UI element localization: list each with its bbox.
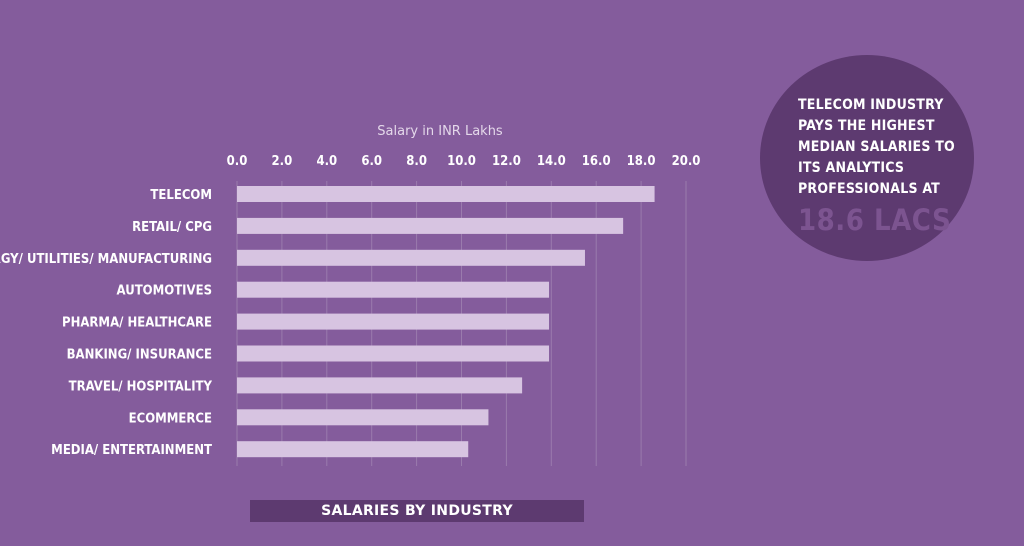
bar bbox=[237, 409, 489, 426]
chart-caption: SALARIES BY INDUSTRY bbox=[250, 500, 584, 522]
x-tick-label: 0.0 bbox=[227, 154, 248, 169]
x-tick-label: 12.0 bbox=[492, 154, 521, 169]
x-tick-label: 2.0 bbox=[272, 154, 293, 169]
callout-text: TELECOM INDUSTRY PAYS THE HIGHEST MEDIAN… bbox=[798, 97, 955, 197]
category-label: BANKING/ INSURANCE bbox=[67, 348, 212, 363]
category-label: TRAVEL/ HOSPITALITY bbox=[69, 379, 213, 394]
x-tick-label: 6.0 bbox=[361, 154, 382, 169]
category-label: MEDIA/ ENTERTAINMENT bbox=[51, 443, 212, 458]
category-label: PHARMA/ HEALTHCARE bbox=[62, 316, 212, 331]
highlight-callout: TELECOM INDUSTRY PAYS THE HIGHEST MEDIAN… bbox=[760, 55, 974, 261]
bar bbox=[237, 377, 523, 394]
x-tick-label: 14.0 bbox=[537, 154, 566, 169]
bar bbox=[237, 345, 550, 362]
x-tick-label: 8.0 bbox=[406, 154, 427, 169]
category-label: ENERGY/ UTILITIES/ MANUFACTURING bbox=[0, 252, 212, 267]
callout-value: 18.6 LACS bbox=[798, 203, 952, 237]
category-label: RETAIL/ CPG bbox=[132, 220, 212, 235]
category-label: AUTOMOTIVES bbox=[117, 284, 212, 299]
x-tick-label: 10.0 bbox=[447, 154, 476, 169]
x-axis-title: Salary in INR Lakhs bbox=[377, 124, 503, 139]
x-tick-label: 20.0 bbox=[672, 154, 701, 169]
bar bbox=[237, 217, 624, 234]
x-tick-label: 18.0 bbox=[627, 154, 656, 169]
bar bbox=[237, 441, 469, 458]
category-label: ECOMMERCE bbox=[129, 411, 212, 426]
category-label: TELECOM bbox=[150, 188, 212, 203]
x-tick-label: 16.0 bbox=[582, 154, 611, 169]
bar bbox=[237, 186, 655, 202]
bar bbox=[237, 281, 550, 298]
x-tick-label: 4.0 bbox=[316, 154, 337, 169]
bar bbox=[237, 313, 550, 330]
bar bbox=[237, 249, 585, 266]
